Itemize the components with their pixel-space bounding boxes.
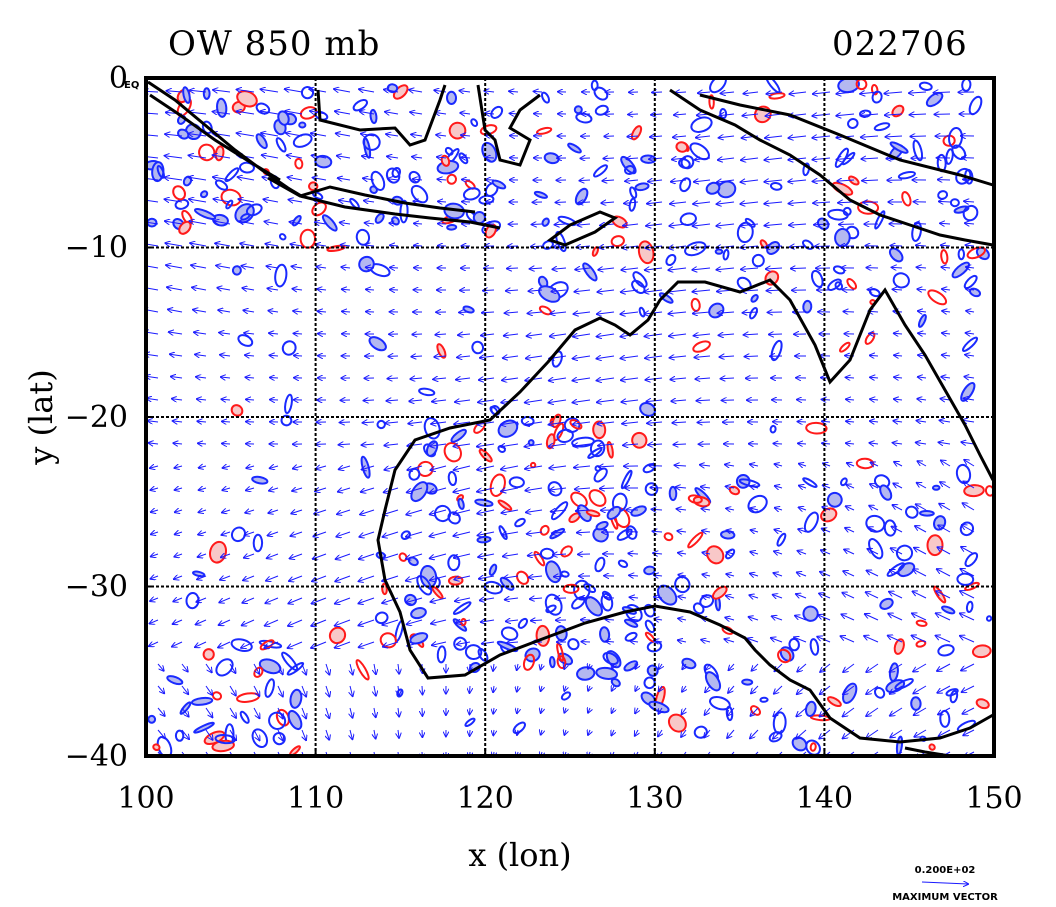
coastline-borneo <box>316 84 447 147</box>
map-title: OW 850 mb <box>168 24 381 64</box>
y-tick-label: −30 <box>65 570 128 605</box>
y-tick-label: −40 <box>65 739 128 774</box>
x-tick-label: 150 <box>965 781 1022 816</box>
lat-lon-grid <box>146 78 994 756</box>
coastline-sulawesi <box>476 84 541 167</box>
max-vector-value: 0.200E+02 <box>915 865 976 876</box>
map-date-code: 022706 <box>832 24 968 64</box>
equator-label: EQ <box>124 80 139 91</box>
y-tick-label: −20 <box>65 400 128 435</box>
y-tick-label: 0 <box>109 61 128 96</box>
x-tick-label: 130 <box>626 781 683 816</box>
max-vector-label: MAXIMUM VECTOR <box>892 892 998 903</box>
coastline-new-guinea <box>669 88 994 247</box>
max-vector-key: 0.200E+02 MAXIMUM VECTOR <box>892 865 998 903</box>
coastlines <box>147 80 994 756</box>
x-axis-label: x (lon) <box>468 836 571 874</box>
axis-ticks: 100 110 120 130 140 150 0 −10 −20 −30 −40 <box>65 61 1023 816</box>
x-tick-label: 120 <box>457 781 514 816</box>
y-axis-label: y (lat) <box>22 369 60 465</box>
coastline-australia <box>376 278 994 744</box>
coastline-java <box>267 176 501 230</box>
wind-vector-field <box>146 89 975 756</box>
x-tick-label: 110 <box>287 781 344 816</box>
x-tick-label: 100 <box>117 781 174 816</box>
x-tick-label: 140 <box>796 781 853 816</box>
coastline-timor <box>546 210 619 247</box>
max-vector-arrow <box>921 882 968 884</box>
y-tick-label: −10 <box>65 231 128 266</box>
